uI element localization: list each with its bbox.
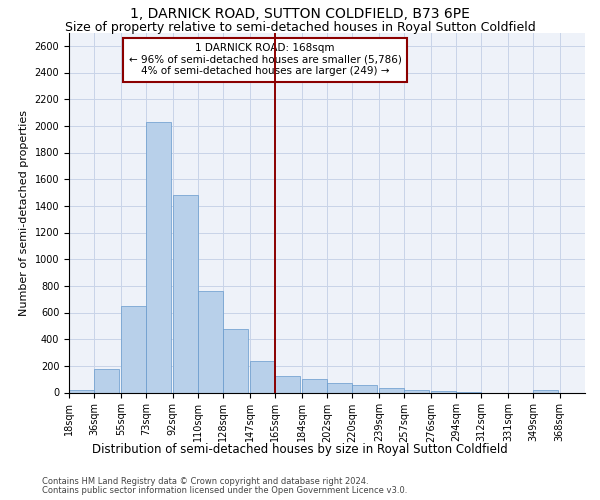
Text: Size of property relative to semi-detached houses in Royal Sutton Coldfield: Size of property relative to semi-detach… (65, 21, 535, 34)
Bar (198, 291, 223, 392)
Bar (94, 369, 119, 392)
Text: Distribution of semi-detached houses by size in Royal Sutton Coldfield: Distribution of semi-detached houses by … (92, 442, 508, 456)
Bar (69, 390, 94, 392)
Bar (327, 382, 352, 392)
Text: 1 DARNICK ROAD: 168sqm
← 96% of semi-detached houses are smaller (5,786)
4% of s: 1 DARNICK ROAD: 168sqm ← 96% of semi-det… (128, 44, 401, 76)
Text: Contains public sector information licensed under the Open Government Licence v3: Contains public sector information licen… (42, 486, 407, 495)
Bar (121, 306, 146, 392)
Text: Contains HM Land Registry data © Crown copyright and database right 2024.: Contains HM Land Registry data © Crown c… (42, 477, 368, 486)
Bar (379, 388, 404, 392)
Bar (431, 390, 455, 392)
Bar (173, 195, 197, 392)
Bar (146, 122, 171, 392)
Bar (533, 390, 558, 392)
Y-axis label: Number of semi-detached properties: Number of semi-detached properties (19, 110, 29, 316)
Bar (223, 328, 248, 392)
Bar (275, 376, 300, 392)
Bar (404, 390, 429, 392)
Bar (352, 385, 377, 392)
Bar (250, 360, 275, 392)
Bar (302, 379, 326, 392)
Text: 1, DARNICK ROAD, SUTTON COLDFIELD, B73 6PE: 1, DARNICK ROAD, SUTTON COLDFIELD, B73 6… (130, 8, 470, 22)
